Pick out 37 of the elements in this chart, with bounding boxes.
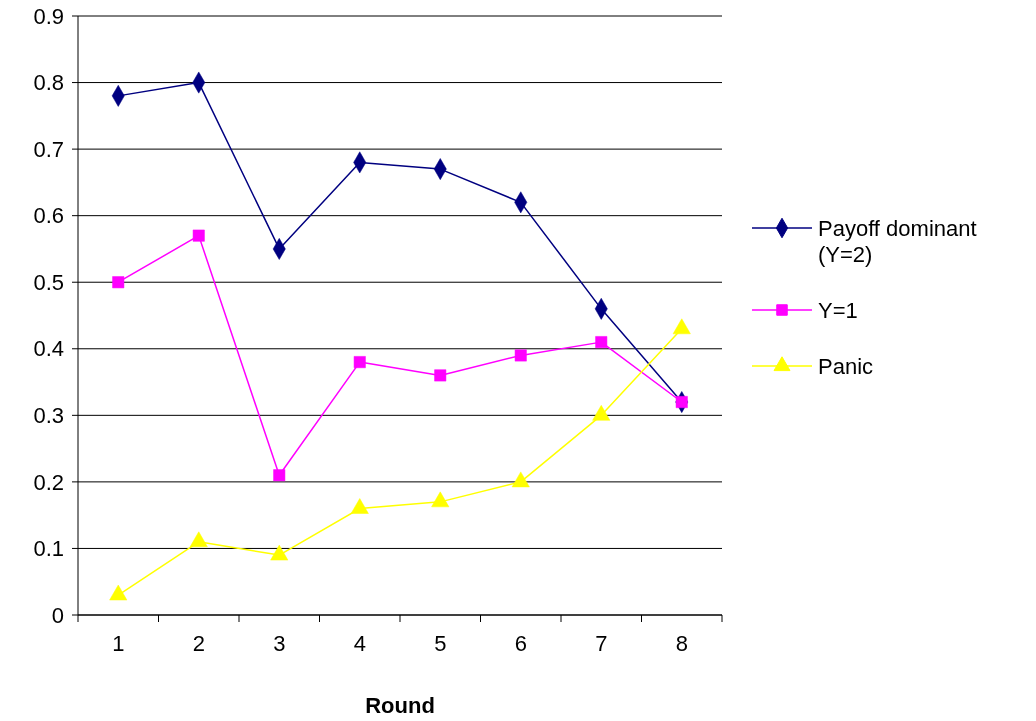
y-tick-label: 0.9 [33,3,64,29]
legend-label: Panic [818,353,874,379]
x-tick-label: 8 [675,631,688,656]
x-tick-label: 6 [514,631,527,656]
point [189,531,208,548]
y-tick-label: 0.4 [33,336,64,362]
y-tick-label: 0 [51,602,64,628]
x-tick-label: 2 [192,631,205,656]
x-tick-label: 7 [595,631,608,656]
y-tick-label: 0.5 [33,269,64,295]
x-tick-label: 4 [353,631,366,656]
point [270,544,289,561]
legend-label: Payoff dominant (Y=2) [818,215,977,267]
point [273,469,286,482]
point [112,276,125,289]
point [514,349,527,362]
x-tick-label: 3 [273,631,286,656]
y-tick-label: 0.2 [33,469,64,495]
x-tick-label: 5 [434,631,447,656]
y-tick-label: 0.1 [33,536,64,562]
point [434,369,447,382]
x-tick-label: 1 [112,631,125,656]
point [192,229,205,242]
point [350,498,369,514]
point [595,336,608,349]
y-tick-label: 0.8 [33,70,64,96]
legend-label: Y=1 [818,297,858,323]
x-axis-title: Round [365,693,435,718]
y-tick-label: 0.7 [33,136,64,162]
point [672,318,691,335]
point [511,471,530,488]
y-tick-label: 0.6 [33,203,64,229]
point [431,491,450,508]
y-tick-label: 0.3 [33,403,64,429]
point [109,584,128,601]
point [353,356,366,369]
point [592,405,611,421]
